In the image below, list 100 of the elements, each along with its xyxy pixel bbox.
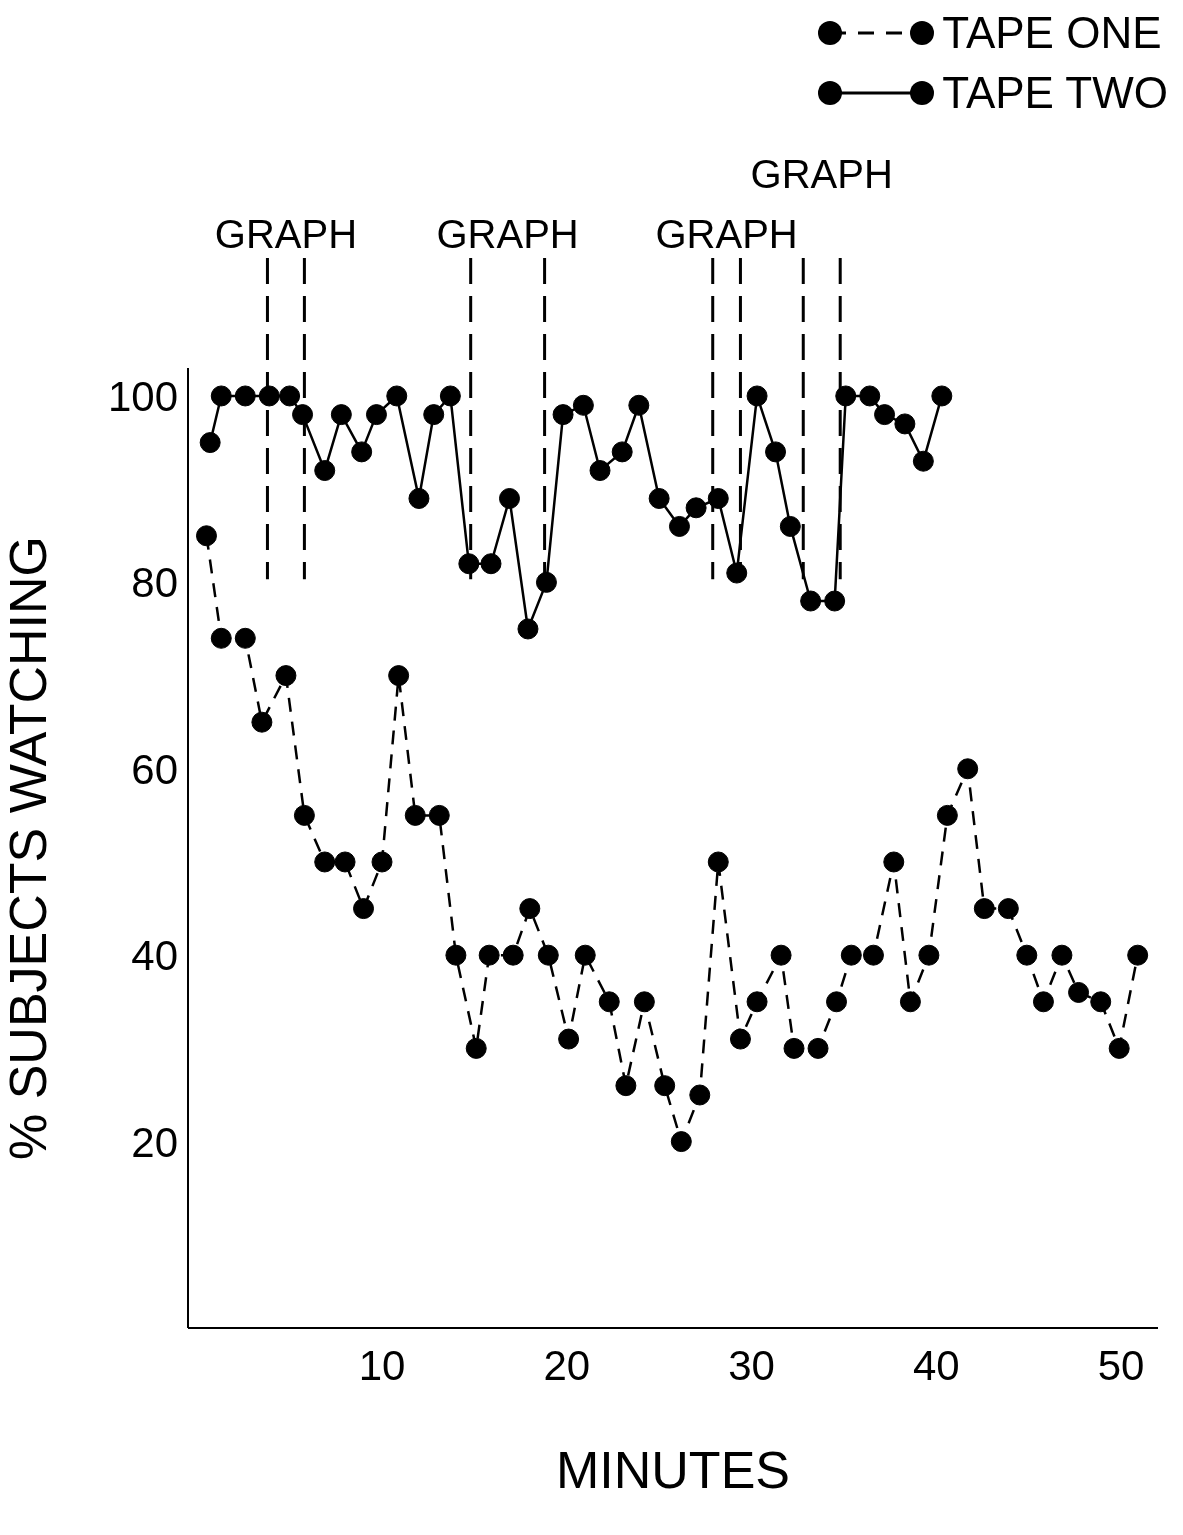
point	[572, 394, 594, 416]
point	[874, 404, 896, 426]
point	[807, 1037, 829, 1059]
point	[314, 851, 336, 873]
ref-line-label: GRAPH	[655, 212, 798, 256]
point	[670, 1131, 692, 1153]
point	[633, 991, 655, 1013]
y-tick-label: 40	[131, 932, 178, 980]
point	[251, 711, 273, 733]
point	[689, 1084, 711, 1106]
point	[957, 758, 979, 780]
point	[334, 851, 356, 873]
point	[408, 487, 430, 509]
ref-line-label: GRAPH	[436, 212, 579, 256]
point	[589, 460, 611, 482]
point	[478, 944, 500, 966]
y-tick-label: 80	[131, 559, 178, 607]
point	[195, 525, 217, 547]
point	[519, 898, 541, 920]
point	[729, 1028, 751, 1050]
point	[840, 944, 862, 966]
y-tick-label: 100	[107, 372, 178, 420]
point	[835, 385, 857, 407]
point	[275, 665, 297, 687]
point	[824, 590, 846, 612]
point	[1016, 944, 1038, 966]
point	[826, 991, 848, 1013]
point	[314, 460, 336, 482]
point	[862, 944, 884, 966]
point	[498, 487, 520, 509]
point	[423, 404, 445, 426]
x-tick-label: 10	[358, 1341, 406, 1389]
point	[765, 441, 787, 463]
point	[371, 851, 393, 873]
x-axis-title: MINUTES	[556, 1441, 790, 1499]
point	[210, 385, 232, 407]
point	[517, 618, 539, 640]
point	[859, 385, 881, 407]
point	[330, 404, 352, 426]
point	[1127, 944, 1149, 966]
point	[997, 898, 1019, 920]
point	[428, 804, 450, 826]
point	[668, 515, 690, 537]
point	[535, 571, 557, 593]
legend-label: TAPE TWO	[942, 68, 1168, 118]
point	[628, 394, 650, 416]
point	[883, 851, 905, 873]
point	[654, 1075, 676, 1097]
point	[1032, 991, 1054, 1013]
point	[258, 385, 280, 407]
point	[707, 487, 729, 509]
ref-line-label: GRAPH	[750, 152, 893, 196]
point	[598, 991, 620, 1013]
point	[936, 804, 958, 826]
point	[234, 627, 256, 649]
point	[770, 944, 792, 966]
point	[899, 991, 921, 1013]
point	[746, 385, 768, 407]
point	[234, 385, 256, 407]
point	[1051, 944, 1073, 966]
point	[726, 562, 748, 584]
point	[502, 944, 524, 966]
x-tick-label: 30	[728, 1341, 775, 1389]
point	[918, 944, 940, 966]
x-tick-label: 40	[912, 1341, 960, 1389]
point	[615, 1075, 637, 1097]
point	[779, 515, 801, 537]
point	[351, 441, 373, 463]
point	[292, 404, 314, 426]
point	[912, 450, 934, 472]
point	[210, 627, 232, 649]
point	[552, 404, 574, 426]
x-tick-label: 50	[1097, 1341, 1145, 1389]
x-tick-label: 20	[543, 1341, 591, 1389]
point	[480, 553, 502, 575]
point	[458, 553, 480, 575]
point	[365, 404, 387, 426]
point	[707, 851, 729, 873]
point	[1108, 1037, 1130, 1059]
point	[894, 413, 916, 435]
point	[293, 804, 315, 826]
point	[386, 385, 408, 407]
y-tick-label: 60	[131, 745, 178, 793]
point	[558, 1028, 580, 1050]
point	[537, 944, 559, 966]
point	[648, 487, 670, 509]
y-tick-label: 20	[131, 1118, 178, 1166]
point	[388, 665, 410, 687]
point	[1090, 991, 1112, 1013]
point	[973, 898, 995, 920]
point	[445, 944, 467, 966]
point	[931, 385, 953, 407]
point	[611, 441, 633, 463]
point	[279, 385, 301, 407]
legend-label: TAPE ONE	[942, 8, 1162, 58]
point	[1068, 981, 1090, 1003]
point	[783, 1037, 805, 1059]
point	[199, 432, 221, 454]
point	[465, 1037, 487, 1059]
y-axis-title: % SUBJECTS WATCHING	[0, 535, 58, 1161]
